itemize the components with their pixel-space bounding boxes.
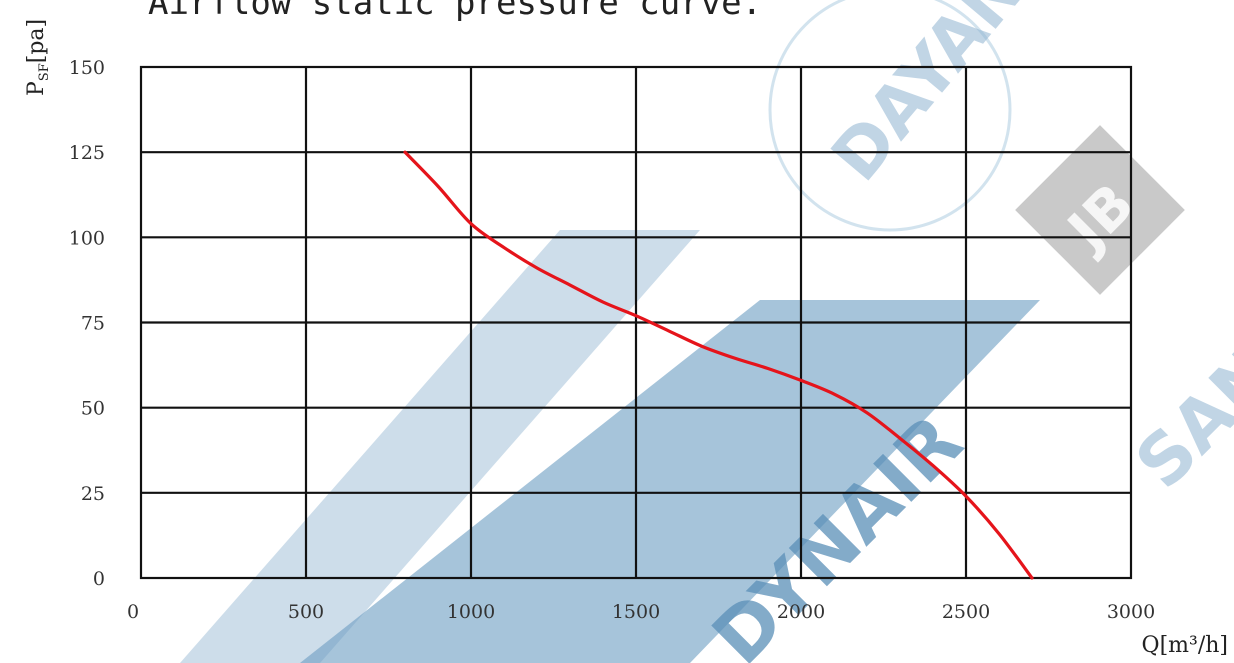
watermark-seal [768,0,1012,232]
y-tick-label: 125 [69,142,105,164]
series-layer [403,150,1034,580]
series-line-0 [403,150,1034,580]
y-tick-label: 25 [81,483,105,505]
watermark-san: SAN [1120,331,1234,504]
x-axis-label: Q[m³/h] [1142,633,1228,658]
y-tick-label: 0 [93,568,105,590]
x-tick-label: 500 [288,601,324,623]
x-tick-label: 2500 [942,601,990,623]
watermark-band-left [300,300,1040,663]
watermark-layer: DAYAN JB DYNAIR SAN [180,0,1234,663]
y-tick-label: 50 [81,398,105,420]
y-axis-label: PSF[pa] [24,19,52,96]
watermark-seal-text: DAYAN [817,0,1041,196]
y-tick-label: 100 [69,227,105,249]
grid-layer [139,65,1133,580]
x-tick-label: 1000 [447,601,495,623]
y-tick-label: 75 [81,313,105,335]
tick-layer: 0 500 1000 1500 2000 2500 3000 0 25 50 75 100 125 150 [69,57,1155,623]
x-tick-label: 1500 [612,601,660,623]
x-tick-label: 2000 [777,601,825,623]
x-tick-label: 0 [127,601,139,623]
x-tick-label: 3000 [1107,601,1155,623]
watermark-band-mid [180,230,700,663]
chart-title: Airflow static pressure curve. [148,0,762,23]
y-tick-label: 150 [69,57,105,79]
y-axis-label-unit: [pa] [24,19,49,63]
y-axis-label-main: P [24,81,49,96]
y-axis-label-sub: SF [37,63,52,81]
watermark-badge [1015,125,1185,295]
